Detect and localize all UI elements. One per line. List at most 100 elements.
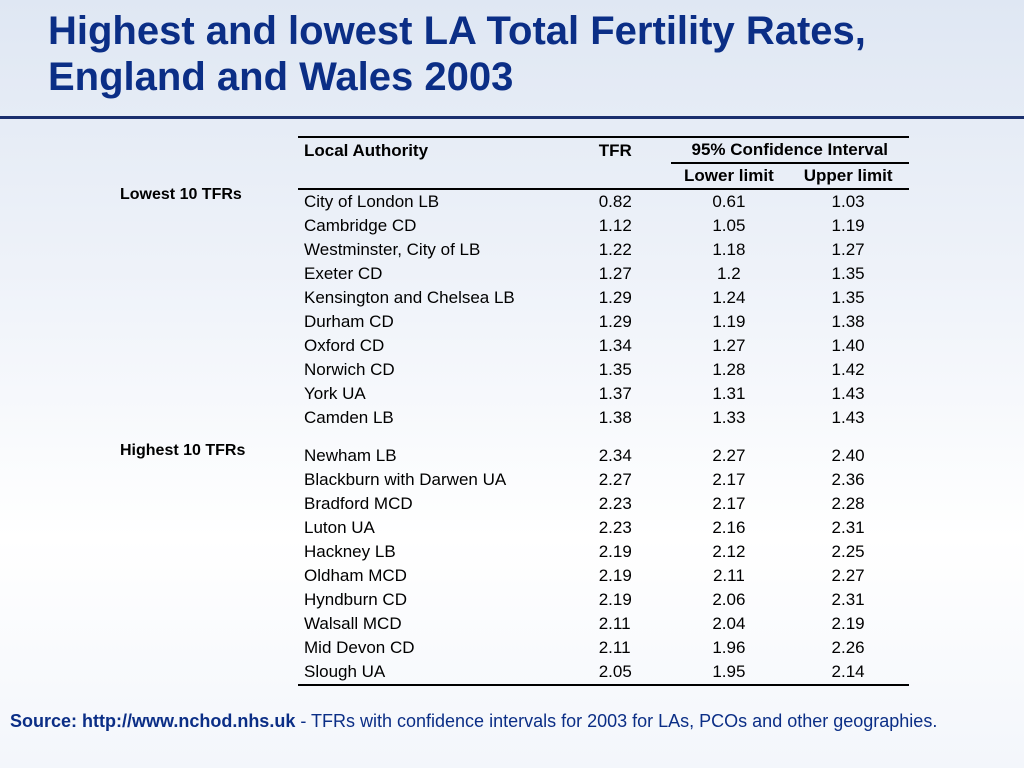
cell-lower-limit: 2.16: [712, 518, 746, 537]
cell-lower-limit: 2.11: [712, 566, 745, 585]
cell-tfr: 0.82: [598, 192, 632, 211]
cell-tfr: 2.05: [590, 660, 671, 686]
cell-lower-limit: 1.27: [712, 336, 746, 355]
cell-upper-limit: 2.25: [831, 542, 865, 561]
cell-lower-limit: 1.19: [712, 312, 746, 331]
cell-tfr: 1.27: [598, 264, 632, 283]
cell-lower-limit: 1.33: [712, 408, 746, 427]
header-confidence-interval: 95% Confidence Interval: [670, 136, 909, 164]
cell-lower-limit: 1.96: [712, 638, 746, 657]
header-blank-tfr: [590, 163, 671, 190]
header-lower-limit: Lower limit: [670, 163, 788, 190]
group-label-lowest: Lowest 10 TFRs: [120, 186, 242, 203]
cell-upper-limit: 1.42: [831, 360, 865, 379]
cell-upper-limit: 2.28: [831, 494, 865, 513]
cell-upper-limit: 1.43: [831, 384, 865, 403]
source-note: Source: http://www.nchod.nhs.uk - TFRs w…: [10, 706, 1010, 736]
cell-upper-limit: 2.27: [831, 566, 865, 585]
cell-local-authority: Newham LB: [304, 446, 397, 465]
table-row: Walsall MCD 2.11 2.04 2.19: [298, 612, 909, 636]
table-row: Hackney LB 2.19 2.12 2.25: [298, 540, 909, 564]
cell-tfr: 1.35: [598, 360, 632, 379]
cell-local-authority: Blackburn with Darwen UA: [304, 470, 507, 489]
cell-lower-limit: 1.28: [712, 360, 746, 379]
table-row: Newham LB 2.34 2.27 2.40: [298, 444, 909, 468]
table-row: Westminster, City of LB 1.22 1.18 1.27: [298, 238, 909, 262]
cell-upper-limit: 2.19: [831, 614, 865, 633]
title-line-2: England and Wales 2003: [48, 55, 514, 99]
group-spacer: [298, 430, 909, 444]
cell-lower-limit: 2.17: [712, 494, 746, 513]
cell-local-authority: Slough UA: [298, 660, 591, 686]
table-row: Cambridge CD 1.12 1.05 1.19: [298, 214, 909, 238]
cell-upper-limit: 2.31: [831, 590, 865, 609]
spacer-cell: [671, 430, 788, 444]
cell-local-authority: Mid Devon CD: [304, 638, 415, 657]
cell-tfr: 2.23: [598, 518, 632, 537]
cell-local-authority: York UA: [304, 384, 366, 403]
table-row: Mid Devon CD 2.11 1.96 2.26: [298, 636, 909, 660]
cell-local-authority: Oldham MCD: [304, 566, 407, 585]
table-row: York UA 1.37 1.31 1.43: [298, 382, 909, 406]
table-row: Blackburn with Darwen UA 2.27 2.17 2.36: [298, 468, 909, 492]
cell-lower-limit: 1.2: [717, 264, 741, 283]
table-row: Oxford CD 1.34 1.27 1.40: [298, 334, 909, 358]
table-row: City of London LB 0.82 0.61 1.03: [298, 189, 909, 214]
cell-tfr: 2.23: [598, 494, 632, 513]
cell-tfr: 2.11: [598, 614, 631, 633]
cell-lower-limit: 2.06: [712, 590, 746, 609]
header-blank-la: [298, 163, 591, 190]
source-label: Source: http://www.nchod.nhs.uk: [10, 711, 296, 731]
table-row: Exeter CD 1.27 1.2 1.35: [298, 262, 909, 286]
cell-upper-limit: 2.31: [831, 518, 865, 537]
cell-tfr: 1.12: [598, 216, 632, 235]
cell-lower-limit: 1.24: [712, 288, 746, 307]
cell-upper-limit: 1.35: [831, 288, 865, 307]
cell-tfr: 2.19: [598, 542, 632, 561]
title-divider: [0, 116, 1024, 119]
header-upper-limit: Upper limit: [787, 163, 909, 190]
cell-local-authority: Cambridge CD: [304, 216, 417, 235]
cell-tfr: 1.38: [598, 408, 632, 427]
header-tfr: TFR: [590, 136, 671, 163]
cell-local-authority: Durham CD: [304, 312, 394, 331]
table-row: Hyndburn CD 2.19 2.06 2.31: [298, 588, 909, 612]
cell-tfr: 2.11: [598, 638, 631, 657]
cell-local-authority: Luton UA: [304, 518, 375, 537]
header-local-authority: Local Authority: [298, 136, 591, 163]
cell-local-authority: Camden LB: [304, 408, 394, 427]
cell-lower-limit: 2.04: [712, 614, 746, 633]
slide-title: Highest and lowest LA Total Fertility Ra…: [48, 8, 1008, 100]
table-body: City of London LB 0.82 0.61 1.03 Cambridge C…: [298, 189, 909, 686]
cell-upper-limit: 2.40: [831, 446, 865, 465]
table-row: Bradford MCD 2.23 2.17 2.28: [298, 492, 909, 516]
cell-tfr: 2.19: [598, 590, 632, 609]
cell-lower-limit: 1.05: [712, 216, 746, 235]
cell-tfr: 1.34: [598, 336, 632, 355]
cell-tfr: 1.29: [598, 288, 632, 307]
cell-upper-limit: 2.14: [787, 660, 909, 686]
cell-tfr: 2.34: [598, 446, 632, 465]
source-text: - TFRs with confidence intervals for 200…: [295, 711, 938, 731]
table-row: Luton UA 2.23 2.16 2.31: [298, 516, 909, 540]
cell-upper-limit: 1.19: [831, 216, 865, 235]
cell-lower-limit: 1.31: [712, 384, 746, 403]
cell-local-authority: City of London LB: [304, 192, 440, 211]
table-row: Slough UA 2.05 1.95 2.14: [298, 660, 909, 686]
cell-local-authority: Oxford CD: [304, 336, 385, 355]
cell-upper-limit: 1.27: [831, 240, 865, 259]
cell-tfr: 2.27: [598, 470, 632, 489]
cell-lower-limit: 2.17: [712, 470, 746, 489]
table-row: Norwich CD 1.35 1.28 1.42: [298, 358, 909, 382]
cell-upper-limit: 2.36: [831, 470, 865, 489]
cell-local-authority: Hyndburn CD: [304, 590, 407, 609]
cell-upper-limit: 2.26: [831, 638, 865, 657]
table-row: Durham CD 1.29 1.19 1.38: [298, 310, 909, 334]
cell-tfr: 1.37: [598, 384, 632, 403]
cell-upper-limit: 1.38: [831, 312, 865, 331]
cell-tfr: 2.19: [598, 566, 632, 585]
cell-local-authority: Exeter CD: [304, 264, 383, 283]
title-line-1: Highest and lowest LA Total Fertility Ra…: [48, 9, 866, 53]
cell-local-authority: Hackney LB: [304, 542, 396, 561]
cell-lower-limit: 1.18: [712, 240, 746, 259]
